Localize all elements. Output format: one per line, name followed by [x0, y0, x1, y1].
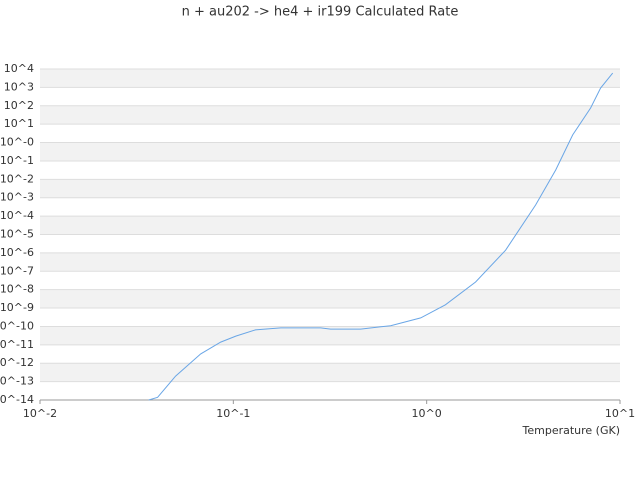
- y-tick-label: 10^4: [4, 62, 34, 75]
- y-tick-label: 10^-14: [0, 393, 34, 406]
- y-tick-label: 10^-2: [0, 172, 34, 185]
- x-tick-label: 10^-2: [23, 407, 57, 420]
- y-tick-label: 10^2: [4, 99, 34, 112]
- grid-band: [40, 105, 620, 125]
- y-tick-label: 10^-4: [0, 209, 34, 222]
- grid-band: [40, 289, 620, 309]
- x-axis-label: Temperature (GK): [522, 424, 621, 437]
- y-tick-label: 10^-0: [0, 136, 34, 149]
- grid-band: [40, 326, 620, 345]
- x-tick-label: 10^0: [412, 407, 442, 420]
- y-tick-label: 10^-8: [0, 283, 34, 296]
- y-tick-label: 10^-10: [0, 319, 34, 332]
- grid-band: [40, 69, 620, 88]
- grid-band: [40, 216, 620, 235]
- y-tick-label: 10^1: [4, 117, 34, 130]
- grid-band: [40, 179, 620, 198]
- data-line: [148, 72, 614, 401]
- chart-title: n + au202 -> he4 + ir199 Calculated Rate: [182, 5, 459, 20]
- y-tick-label: 10^-11: [0, 338, 34, 351]
- y-tick-label: 10^-9: [0, 301, 34, 314]
- y-tick-label: 10^-1: [0, 154, 34, 167]
- x-tick-label: 10^1: [605, 407, 635, 420]
- y-tick-label: 10^-5: [0, 228, 34, 241]
- x-tick-label: 10^-1: [216, 407, 250, 420]
- grid-band: [40, 252, 620, 272]
- y-tick-label: 10^-3: [0, 191, 34, 204]
- grid-band: [40, 142, 620, 161]
- y-tick-label: 10^3: [4, 80, 34, 93]
- y-tick-label: 10^-6: [0, 246, 34, 259]
- grid-band: [40, 363, 620, 382]
- y-tick-label: 10^-13: [0, 375, 34, 388]
- y-tick-label: 10^-12: [0, 356, 34, 369]
- y-tick-label: 10^-7: [0, 264, 34, 277]
